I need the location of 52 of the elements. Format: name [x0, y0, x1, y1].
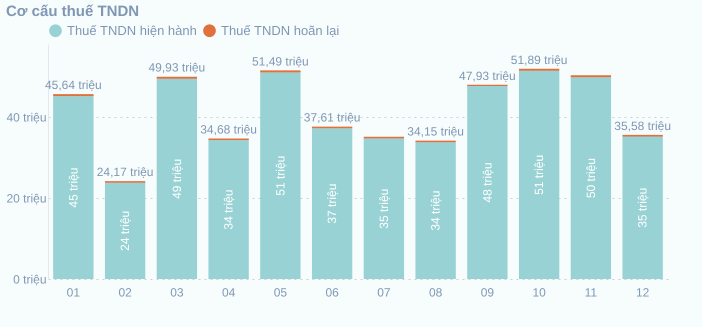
- bar: [622, 136, 663, 279]
- bar: [260, 72, 301, 279]
- bar: [208, 140, 249, 279]
- data-label: 35 triệu: [376, 188, 391, 229]
- chart-title: Cơ cấu thuế TNDN: [6, 3, 140, 20]
- bar: [518, 70, 560, 279]
- data-label: 34 triệu: [222, 190, 236, 230]
- legend-label: Thuế TNDN hoãn lại: [221, 22, 340, 38]
- x-tick-label: 06: [325, 286, 340, 300]
- legend-label: Thuế TNDN hiện hành: [67, 22, 197, 38]
- x-tick-label: 05: [274, 286, 288, 300]
- total-label: 51,89 triệu: [510, 52, 568, 67]
- bar: [415, 142, 456, 279]
- x-tick-label: 04: [222, 286, 236, 300]
- bar: [467, 86, 508, 279]
- bar: [53, 96, 94, 279]
- total-label: 51,49 triệu: [252, 54, 309, 68]
- data-label: 24 triệu: [118, 210, 132, 251]
- total-label: 47,93 triệu: [459, 68, 516, 83]
- total-label: 37,61 triệu: [304, 110, 360, 125]
- data-label: 34 triệu: [428, 190, 443, 231]
- total-label: 24,17 triệu: [96, 165, 154, 180]
- total-label: 35,58 triệu: [614, 118, 671, 133]
- y-tick-label: 0 triệu: [13, 272, 46, 286]
- y-tick-label: 40 triệu: [6, 110, 46, 124]
- total-label: 34,68 triệu: [200, 122, 257, 136]
- total-label: 34,15 triệu: [407, 124, 464, 139]
- x-tick-label: 08: [428, 286, 443, 300]
- x-tick-label: 07: [377, 286, 391, 300]
- bar: [156, 78, 198, 279]
- bar: [364, 138, 404, 279]
- data-label: 50 triệu: [584, 158, 598, 198]
- data-label: 45 triệu: [66, 168, 80, 208]
- bar: [312, 128, 352, 279]
- x-tick-label: 01: [66, 286, 80, 300]
- data-label: 48 triệu: [480, 162, 494, 203]
- x-tick-label: 10: [532, 286, 546, 300]
- bar: [104, 182, 146, 279]
- y-tick-label: 20 triệu: [6, 191, 46, 206]
- total-label: 45,64 triệu: [45, 78, 102, 92]
- total-label: 49,93 triệu: [148, 60, 206, 75]
- data-label: 49 triệu: [170, 158, 184, 199]
- x-tick-label: 03: [170, 286, 184, 300]
- bar: [570, 77, 612, 279]
- data-label: 51 triệu: [273, 156, 288, 196]
- x-tick-label: 12: [636, 286, 650, 300]
- data-label: 37 triệu: [325, 184, 340, 224]
- x-tick-label: 11: [584, 286, 598, 300]
- data-label: 51 triệu: [532, 154, 546, 195]
- x-tick-label: 09: [480, 286, 494, 300]
- x-tick-label: 02: [118, 286, 132, 300]
- data-label: 35 triệu: [636, 188, 650, 228]
